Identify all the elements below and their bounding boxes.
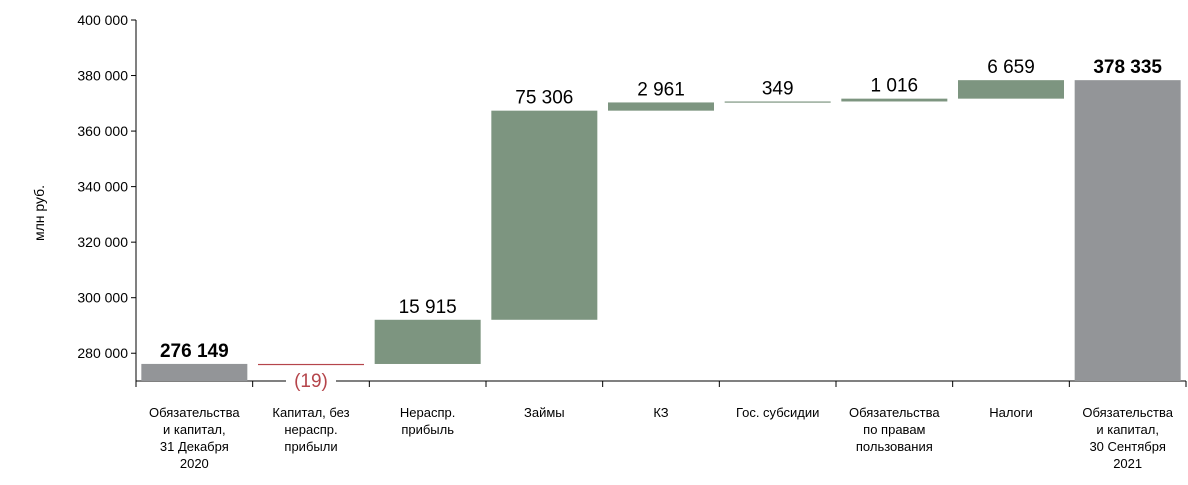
data-label: 349 bbox=[762, 78, 794, 99]
x-tick-label: Займы bbox=[524, 405, 565, 420]
data-label: 2 961 bbox=[637, 79, 685, 100]
y-tick-label: 300 000 bbox=[77, 290, 128, 306]
x-tick-label: нераспр. bbox=[284, 422, 337, 437]
x-tick-label: Обязательства bbox=[1082, 405, 1173, 420]
y-tick-label: 360 000 bbox=[77, 123, 128, 139]
bar bbox=[608, 102, 714, 111]
x-tick-label: Налоги bbox=[989, 405, 1033, 420]
x-tick-label: и капитал, bbox=[163, 422, 226, 437]
x-tick-label: Нераспр. bbox=[400, 405, 455, 420]
bar bbox=[841, 98, 948, 102]
x-tick-label: прибыли bbox=[284, 439, 337, 454]
y-tick-label: 380 000 bbox=[77, 68, 128, 84]
bar bbox=[258, 363, 364, 366]
x-tick-label: Гос. субсидии bbox=[736, 405, 819, 420]
y-axis: 280 000 300 000 320 000 340 000 360 000 380 0… bbox=[77, 12, 137, 381]
y-tick-label: 400 000 bbox=[77, 12, 128, 28]
y-tick-label: 340 000 bbox=[77, 179, 128, 195]
x-tick-label: 31 Декабря bbox=[160, 439, 229, 454]
y-tick-label: 320 000 bbox=[77, 234, 128, 250]
data-label: 1 016 bbox=[871, 76, 919, 97]
category-labels: Обязательства и капитал, 31 Декабря 2020 Кап… bbox=[149, 405, 1174, 471]
data-label: 75 306 bbox=[515, 88, 573, 109]
x-tick-label: по правам bbox=[863, 422, 925, 437]
x-tick-label: и капитал, bbox=[1096, 422, 1159, 437]
x-tick-label: 2020 bbox=[180, 456, 209, 471]
data-label: (19) bbox=[294, 371, 328, 392]
bars bbox=[141, 80, 1181, 381]
x-tick-label: Обязательства bbox=[149, 405, 240, 420]
x-tick-label: пользования bbox=[856, 439, 933, 454]
bar bbox=[374, 319, 481, 364]
data-label: 6 659 bbox=[987, 57, 1035, 78]
x-tick-label: 30 Сентября bbox=[1089, 439, 1165, 454]
x-tick-label: прибыль bbox=[401, 422, 454, 437]
label-background bbox=[286, 373, 336, 389]
y-axis-title: млн руб. bbox=[31, 185, 47, 241]
data-label: 378 335 bbox=[1093, 57, 1162, 78]
data-label: 276 149 bbox=[160, 341, 229, 362]
x-tick-label: Капитал, без bbox=[272, 405, 349, 420]
x-tick-label: Обязательства bbox=[849, 405, 940, 420]
bar bbox=[958, 80, 1064, 99]
bar bbox=[491, 110, 598, 320]
bar bbox=[724, 101, 831, 103]
x-tick-label: 2021 bbox=[1113, 456, 1142, 471]
y-tick-label: 280 000 bbox=[77, 345, 128, 361]
data-labels: 276 149 (19) 15 915 75 306 2 961 349 1 016 6 65… bbox=[160, 57, 1162, 392]
data-label: 15 915 bbox=[399, 297, 457, 318]
x-tick-label: КЗ bbox=[653, 405, 668, 420]
bar bbox=[1074, 80, 1181, 381]
bar bbox=[141, 363, 248, 381]
